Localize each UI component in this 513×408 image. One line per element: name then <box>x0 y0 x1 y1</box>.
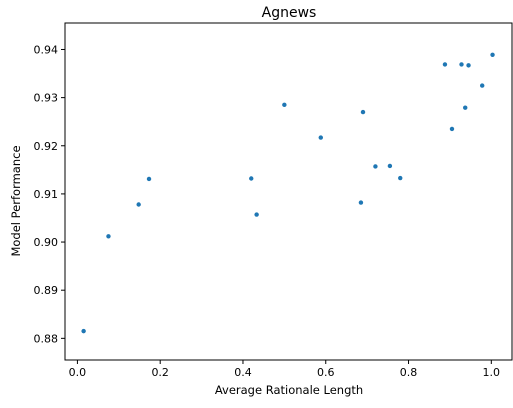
plot-area <box>81 52 495 334</box>
x-tick-label: 0.0 <box>69 366 87 379</box>
data-point <box>480 83 485 88</box>
data-point <box>146 176 152 182</box>
data-point <box>373 164 378 169</box>
data-point <box>442 62 448 67</box>
y-axis: 0.88 0.89 0.90 0.91 0.92 0.93 0.94 <box>34 43 65 345</box>
y-tick-label: 0.94 <box>34 43 59 56</box>
plot-frame <box>64 22 513 361</box>
data-point <box>490 52 495 57</box>
data-point <box>282 102 287 108</box>
y-tick-label: 0.92 <box>34 140 59 153</box>
y-tick-label: 0.93 <box>34 92 59 105</box>
x-tick-label: 1.0 <box>483 366 501 379</box>
data-point <box>358 200 364 205</box>
data-point <box>106 234 111 239</box>
x-tick-label: 0.2 <box>151 366 169 379</box>
y-tick-label: 0.89 <box>34 284 59 297</box>
x-axis: 0.0 0.2 0.4 0.6 0.8 1.0 <box>69 360 500 379</box>
data-point <box>459 62 464 67</box>
data-point <box>254 212 259 217</box>
x-tick-label: 0.4 <box>234 366 252 379</box>
chart-title: Agnews <box>262 5 317 21</box>
data-point <box>360 109 366 115</box>
y-tick-label: 0.88 <box>34 332 59 345</box>
data-point <box>318 135 323 140</box>
data-point <box>398 175 403 181</box>
x-tick-label: 0.8 <box>400 366 418 379</box>
data-point <box>466 63 471 68</box>
y-axis-label: Model Performance <box>9 145 23 256</box>
data-point <box>81 328 86 334</box>
data-point <box>136 202 141 207</box>
data-point <box>387 163 393 169</box>
data-point <box>463 105 468 110</box>
data-point <box>249 176 254 181</box>
x-tick-label: 0.6 <box>317 366 335 379</box>
y-tick-label: 0.91 <box>34 188 59 201</box>
data-point <box>449 126 455 132</box>
x-axis-label: Average Rationale Length <box>215 383 363 397</box>
y-tick-label: 0.90 <box>34 236 59 249</box>
